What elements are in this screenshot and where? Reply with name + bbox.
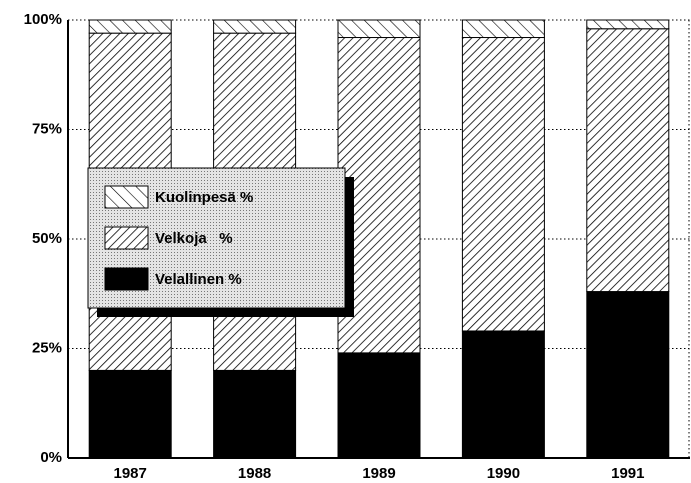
x-tick-label: 1989: [362, 465, 395, 482]
legend-label: Kuolinpesä %: [155, 189, 253, 206]
x-tick-label: 1990: [487, 465, 520, 482]
bar-segment: [461, 37, 545, 332]
bar-segment: [213, 19, 297, 34]
bar-segment: [461, 19, 545, 39]
bar-segment: [337, 352, 421, 459]
y-tick-label: 25%: [32, 339, 62, 356]
y-tick-label: 100%: [24, 11, 62, 28]
legend-swatch: [104, 267, 149, 291]
bar-segment: [337, 19, 421, 39]
x-tick-label: 1988: [238, 465, 271, 482]
bar-segment: [461, 330, 545, 459]
legend-swatch: [104, 226, 149, 250]
y-tick-label: 50%: [32, 230, 62, 247]
bar-segment: [213, 369, 297, 459]
bar-segment: [88, 369, 172, 459]
y-tick-label: 75%: [32, 120, 62, 137]
bar-segment: [586, 291, 670, 459]
bar-segment: [88, 19, 172, 34]
y-tick-label: 0%: [40, 449, 62, 466]
x-tick-label: 1987: [114, 465, 147, 482]
bar-segment: [586, 19, 670, 30]
bar-segment: [586, 28, 670, 293]
legend-label: Velallinen %: [155, 271, 242, 288]
x-tick-label: 1991: [611, 465, 644, 482]
legend-label: Velkoja %: [155, 230, 233, 247]
legend-swatch: [104, 185, 149, 209]
